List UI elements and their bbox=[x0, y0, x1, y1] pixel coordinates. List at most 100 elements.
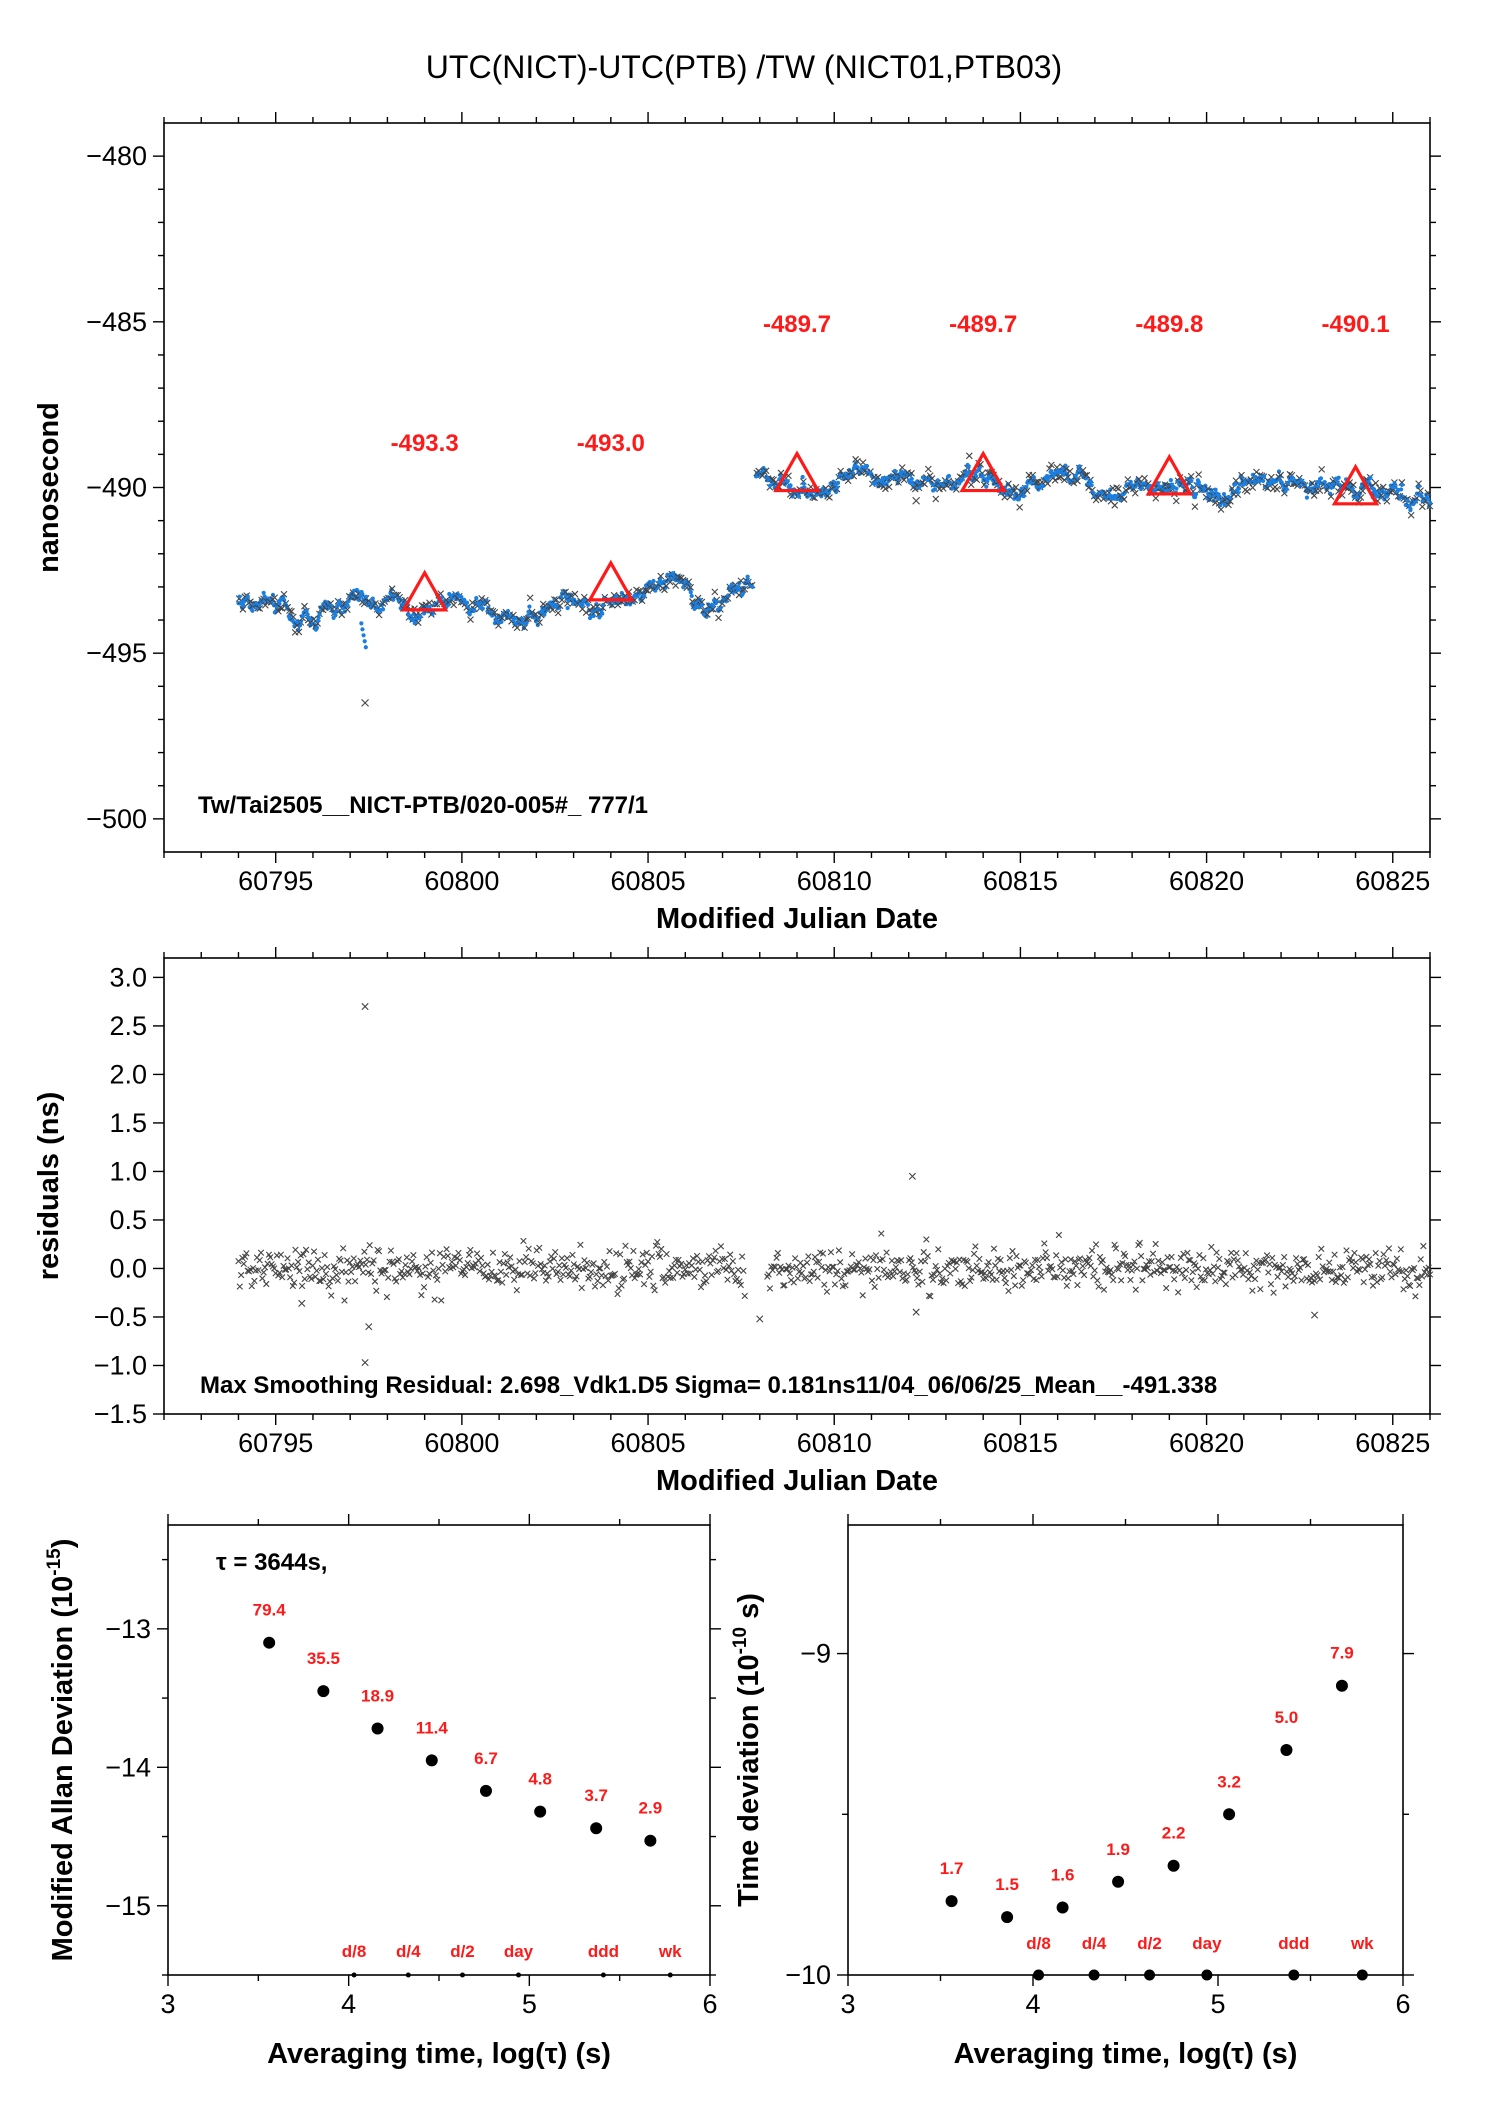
x-tick-label: 60800 bbox=[424, 1428, 499, 1458]
residual-cross bbox=[438, 1297, 445, 1304]
residual-cross bbox=[1165, 1264, 1173, 1271]
residual-cross bbox=[626, 1258, 633, 1265]
residual-cross bbox=[1156, 1264, 1163, 1271]
residual-cross bbox=[1220, 1269, 1227, 1276]
residual-cross bbox=[627, 1264, 634, 1272]
residual-cross bbox=[1066, 1268, 1073, 1275]
residual-cross bbox=[723, 1266, 730, 1273]
residual-cross bbox=[689, 1255, 697, 1262]
residual-cross bbox=[773, 1254, 780, 1262]
residual-cross bbox=[829, 1263, 836, 1270]
residual-cross bbox=[1059, 1267, 1067, 1274]
residual-cross bbox=[823, 1288, 831, 1295]
residual-cross bbox=[1221, 1269, 1228, 1276]
data-cross bbox=[1079, 466, 1087, 474]
data-cross bbox=[426, 599, 433, 607]
data-cross bbox=[1074, 477, 1081, 485]
residual-cross bbox=[1231, 1271, 1239, 1279]
data-point bbox=[1189, 478, 1194, 484]
data-point bbox=[835, 480, 841, 485]
data-cross bbox=[762, 467, 770, 475]
residual-cross bbox=[947, 1270, 954, 1277]
y-tick-label: 2.5 bbox=[109, 1011, 147, 1041]
residual-cross bbox=[622, 1242, 629, 1249]
data-cross bbox=[973, 476, 981, 484]
residual-cross bbox=[630, 1247, 637, 1255]
residual-cross bbox=[373, 1287, 380, 1294]
residual-cross bbox=[837, 1259, 844, 1266]
data-point bbox=[767, 483, 773, 488]
residual-cross bbox=[675, 1256, 682, 1264]
residual-cross bbox=[237, 1271, 245, 1279]
residual-cross bbox=[1266, 1260, 1273, 1268]
residual-cross bbox=[1278, 1268, 1285, 1275]
residual-cross bbox=[341, 1297, 348, 1304]
residual-cross bbox=[1233, 1249, 1240, 1257]
data-cross bbox=[1083, 471, 1091, 479]
residual-cross bbox=[997, 1256, 1004, 1264]
data-point bbox=[359, 621, 364, 626]
x-tick-label: 60795 bbox=[238, 866, 313, 896]
data-point bbox=[1261, 478, 1266, 483]
residual-cross bbox=[324, 1263, 331, 1271]
residual-cross bbox=[1181, 1274, 1188, 1282]
data-cross bbox=[1062, 465, 1070, 473]
residual-cross bbox=[1031, 1256, 1039, 1264]
residual-cross bbox=[293, 1264, 300, 1271]
residual-cross bbox=[791, 1255, 799, 1262]
residual-cross bbox=[1265, 1269, 1272, 1276]
residual-cross bbox=[570, 1261, 577, 1268]
residual-cross bbox=[1267, 1281, 1275, 1288]
data-cross bbox=[558, 596, 566, 604]
residual-cross bbox=[776, 1269, 783, 1277]
data-point bbox=[300, 614, 305, 619]
data-cross bbox=[521, 624, 528, 632]
x-tick-label: 60805 bbox=[611, 866, 686, 896]
deviation-label: 3.2 bbox=[1217, 1772, 1241, 1791]
residual-cross bbox=[359, 1269, 367, 1276]
x-tick-label: 60810 bbox=[797, 1428, 872, 1458]
residual-cross bbox=[734, 1266, 742, 1273]
residual-cross bbox=[362, 1261, 369, 1268]
deviation-label: 4.8 bbox=[528, 1770, 552, 1789]
residual-cross bbox=[821, 1281, 828, 1288]
data-point bbox=[1089, 483, 1094, 488]
residual-cross bbox=[1384, 1260, 1391, 1267]
data-cross bbox=[1243, 487, 1251, 495]
residual-cross bbox=[814, 1274, 821, 1281]
data-point bbox=[527, 604, 532, 609]
residual-cross bbox=[1254, 1266, 1261, 1273]
residual-cross bbox=[656, 1253, 664, 1260]
residual-cross bbox=[545, 1273, 552, 1280]
residual-cross bbox=[1356, 1266, 1363, 1274]
residual-cross bbox=[1300, 1255, 1308, 1263]
residual-cross bbox=[1163, 1284, 1170, 1292]
data-point bbox=[1021, 494, 1026, 499]
data-point bbox=[370, 596, 375, 601]
data-point bbox=[277, 601, 282, 606]
x-axis-title: Averaging time, log(τ) (s) bbox=[954, 2038, 1298, 2070]
period-label: day bbox=[1192, 1934, 1222, 1953]
residual-cross bbox=[506, 1254, 514, 1261]
average-marker bbox=[1145, 453, 1194, 496]
residual-cross bbox=[1108, 1271, 1116, 1278]
residual-cross bbox=[434, 1276, 441, 1284]
data-point bbox=[1207, 493, 1213, 499]
residual-cross bbox=[536, 1244, 543, 1251]
residual-cross bbox=[663, 1250, 670, 1258]
residual-cross bbox=[1412, 1293, 1419, 1300]
residual-cross bbox=[370, 1257, 377, 1264]
residual-cross bbox=[904, 1271, 911, 1278]
chart-title: UTC(NICT)-UTC(PTB) /TW (NICT01,PTB03) bbox=[426, 49, 1062, 85]
period-marker bbox=[667, 1972, 673, 1978]
residual-cross bbox=[418, 1291, 425, 1299]
data-point bbox=[1217, 493, 1222, 499]
residual-cross bbox=[1406, 1282, 1414, 1290]
residual-cross bbox=[1270, 1289, 1277, 1296]
residual-cross bbox=[566, 1272, 574, 1280]
residual-cross bbox=[968, 1274, 975, 1281]
residual-cross bbox=[631, 1274, 638, 1282]
deviation-label: 2.2 bbox=[1162, 1824, 1186, 1843]
residual-cross bbox=[772, 1263, 779, 1271]
x-tick-label: 5 bbox=[522, 1989, 537, 2019]
